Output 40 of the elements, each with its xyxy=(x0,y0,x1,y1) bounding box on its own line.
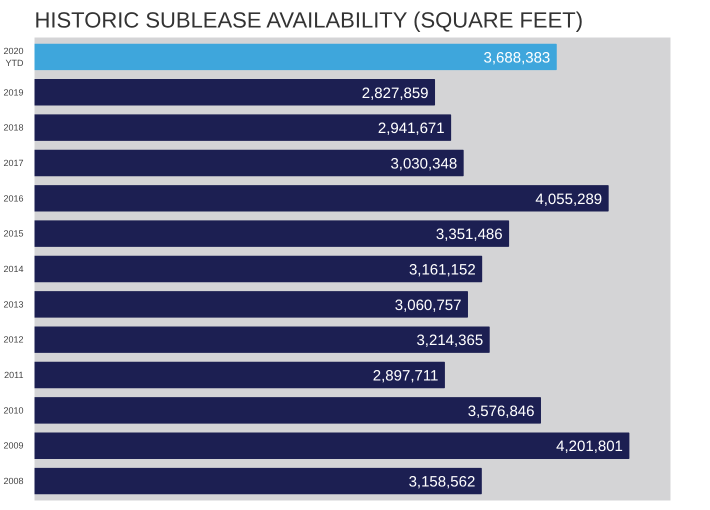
data-label: 3,158,562 xyxy=(408,474,476,491)
y-tick-label: 2015 xyxy=(3,228,24,239)
data-label: 4,055,289 xyxy=(535,190,602,208)
y-tick-label: 2008 xyxy=(3,476,24,486)
data-label: 3,030,348 xyxy=(390,155,458,172)
data-label: 3,576,846 xyxy=(468,402,534,420)
data-label: 3,688,383 xyxy=(484,49,550,66)
y-tick-label: 2012 xyxy=(3,334,24,345)
y-tick-label: 2016 xyxy=(3,193,24,204)
chart-title: HISTORIC SUBLEASE AVAILABILITY (SQUARE FEET) xyxy=(34,8,584,32)
data-label: 2,941,671 xyxy=(378,120,445,138)
y-tick-label: 2019 xyxy=(3,87,24,98)
bar xyxy=(34,326,490,353)
data-label: 2,827,859 xyxy=(362,84,429,102)
y-tick-label: 2011 xyxy=(4,370,24,380)
data-label: 4,201,801 xyxy=(556,438,623,456)
y-tick-label: 2010 xyxy=(3,405,24,416)
data-label: 2,897,711 xyxy=(372,368,438,385)
y-tick-label: 2013 xyxy=(3,299,24,310)
data-label: 3,351,486 xyxy=(436,226,503,244)
bar xyxy=(34,468,482,494)
bar xyxy=(34,362,445,388)
data-label: 3,161,152 xyxy=(408,262,476,278)
data-label: 3,214,365 xyxy=(416,332,484,350)
y-tick-label: 2020 YTD xyxy=(3,46,24,68)
bar xyxy=(34,185,609,212)
bar xyxy=(34,150,464,176)
bar xyxy=(34,79,436,106)
bar xyxy=(34,432,630,459)
data-label: 3,060,757 xyxy=(394,296,462,314)
bar xyxy=(34,114,452,141)
y-tick-label: 2018 xyxy=(3,122,24,133)
bar xyxy=(34,397,541,424)
y-tick-label: 2017 xyxy=(3,158,24,168)
bar xyxy=(34,256,482,282)
bar xyxy=(34,220,510,247)
y-tick-label: 2014 xyxy=(3,264,24,274)
bar xyxy=(34,44,557,70)
y-tick-label: 2009 xyxy=(3,440,24,451)
bar xyxy=(34,291,468,318)
